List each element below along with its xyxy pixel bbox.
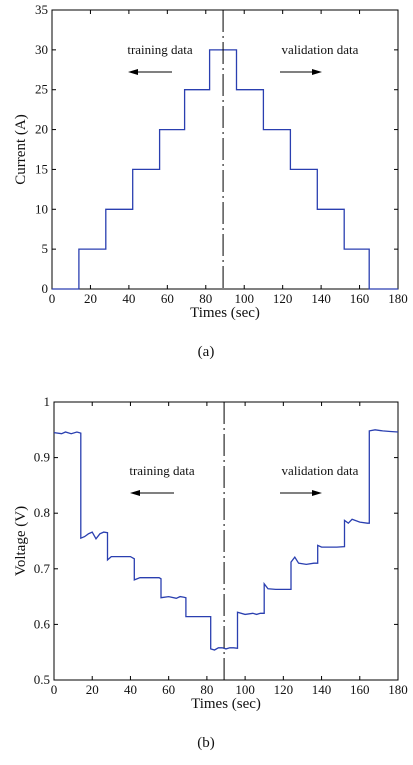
x-tick-label: 100 — [234, 291, 254, 306]
y-tick-label: 0.6 — [34, 616, 51, 631]
figure-caption: (b) — [197, 735, 215, 751]
y-tick-label: 15 — [35, 161, 48, 176]
x-tick-label: 80 — [200, 682, 213, 697]
plot-frame — [53, 401, 399, 681]
plot-frame — [51, 9, 399, 290]
current-chart: 0 20 40 60 80 100 120 140 160 180 0 5 10 15 20 25 30 35 Ti… — [13, 2, 408, 360]
x-tick-label: 60 — [161, 291, 174, 306]
y-axis-title: Current (A) — [13, 114, 29, 184]
y-tick-label: 0 — [42, 281, 49, 296]
x-tick-label: 0 — [49, 291, 56, 306]
training-data-label: training data — [129, 463, 195, 478]
figure-caption: (a) — [198, 344, 215, 360]
x-tick-label: 160 — [350, 682, 370, 697]
x-tick-label: 180 — [388, 291, 408, 306]
validation-arrow-head — [312, 490, 322, 496]
x-tick-label: 40 — [122, 291, 135, 306]
y-axis-title: Voltage (V) — [13, 506, 29, 576]
training-arrow-head — [128, 69, 138, 75]
x-tick-label: 80 — [199, 291, 212, 306]
y-tick-label: 30 — [35, 42, 48, 57]
y-tick-label: 25 — [35, 82, 48, 97]
x-tick-label: 120 — [273, 291, 293, 306]
x-axis-title: Times (sec) — [190, 305, 260, 321]
x-axis-title: Times (sec) — [191, 696, 261, 712]
x-tick-label: 20 — [86, 682, 99, 697]
validation-data-label: validation data — [282, 463, 359, 478]
x-tick-label: 140 — [311, 291, 331, 306]
validation-arrow-head — [312, 69, 322, 75]
y-tick-label: 10 — [35, 201, 48, 216]
data-line — [52, 49, 398, 290]
figure-a: 0 20 40 60 80 100 120 140 160 180 0 5 10 15 20 25 30 35 Ti… — [0, 0, 413, 380]
training-arrow-head — [130, 490, 140, 496]
x-tick-label: 180 — [388, 682, 408, 697]
x-tick-label: 100 — [235, 682, 255, 697]
x-tick-label: 20 — [84, 291, 97, 306]
voltage-chart: 0 20 40 60 80 100 120 140 160 180 0.5 0.6 0.7 0.8 0.9 1… — [13, 394, 408, 751]
figure-b: 0 20 40 60 80 100 120 140 160 180 0.5 0.6 0.7 0.8 0.9 1… — [0, 380, 413, 760]
y-tick-label: 0.5 — [34, 672, 50, 687]
y-tick-label: 35 — [35, 2, 48, 17]
validation-data-label: validation data — [282, 42, 359, 57]
data-line — [53, 429, 399, 651]
x-tick-label: 160 — [350, 291, 370, 306]
x-tick-label: 140 — [312, 682, 332, 697]
y-tick-label: 0.8 — [34, 505, 50, 520]
y-tick-label: 1 — [44, 394, 51, 409]
x-tick-label: 60 — [162, 682, 175, 697]
y-tick-label: 5 — [42, 241, 49, 256]
x-tick-label: 40 — [124, 682, 137, 697]
y-tick-label: 0.9 — [34, 450, 50, 465]
training-data-label: training data — [127, 42, 193, 57]
y-tick-label: 20 — [35, 122, 48, 137]
x-tick-label: 120 — [274, 682, 294, 697]
y-tick-label: 0.7 — [34, 561, 51, 576]
x-tick-label: 0 — [51, 682, 58, 697]
